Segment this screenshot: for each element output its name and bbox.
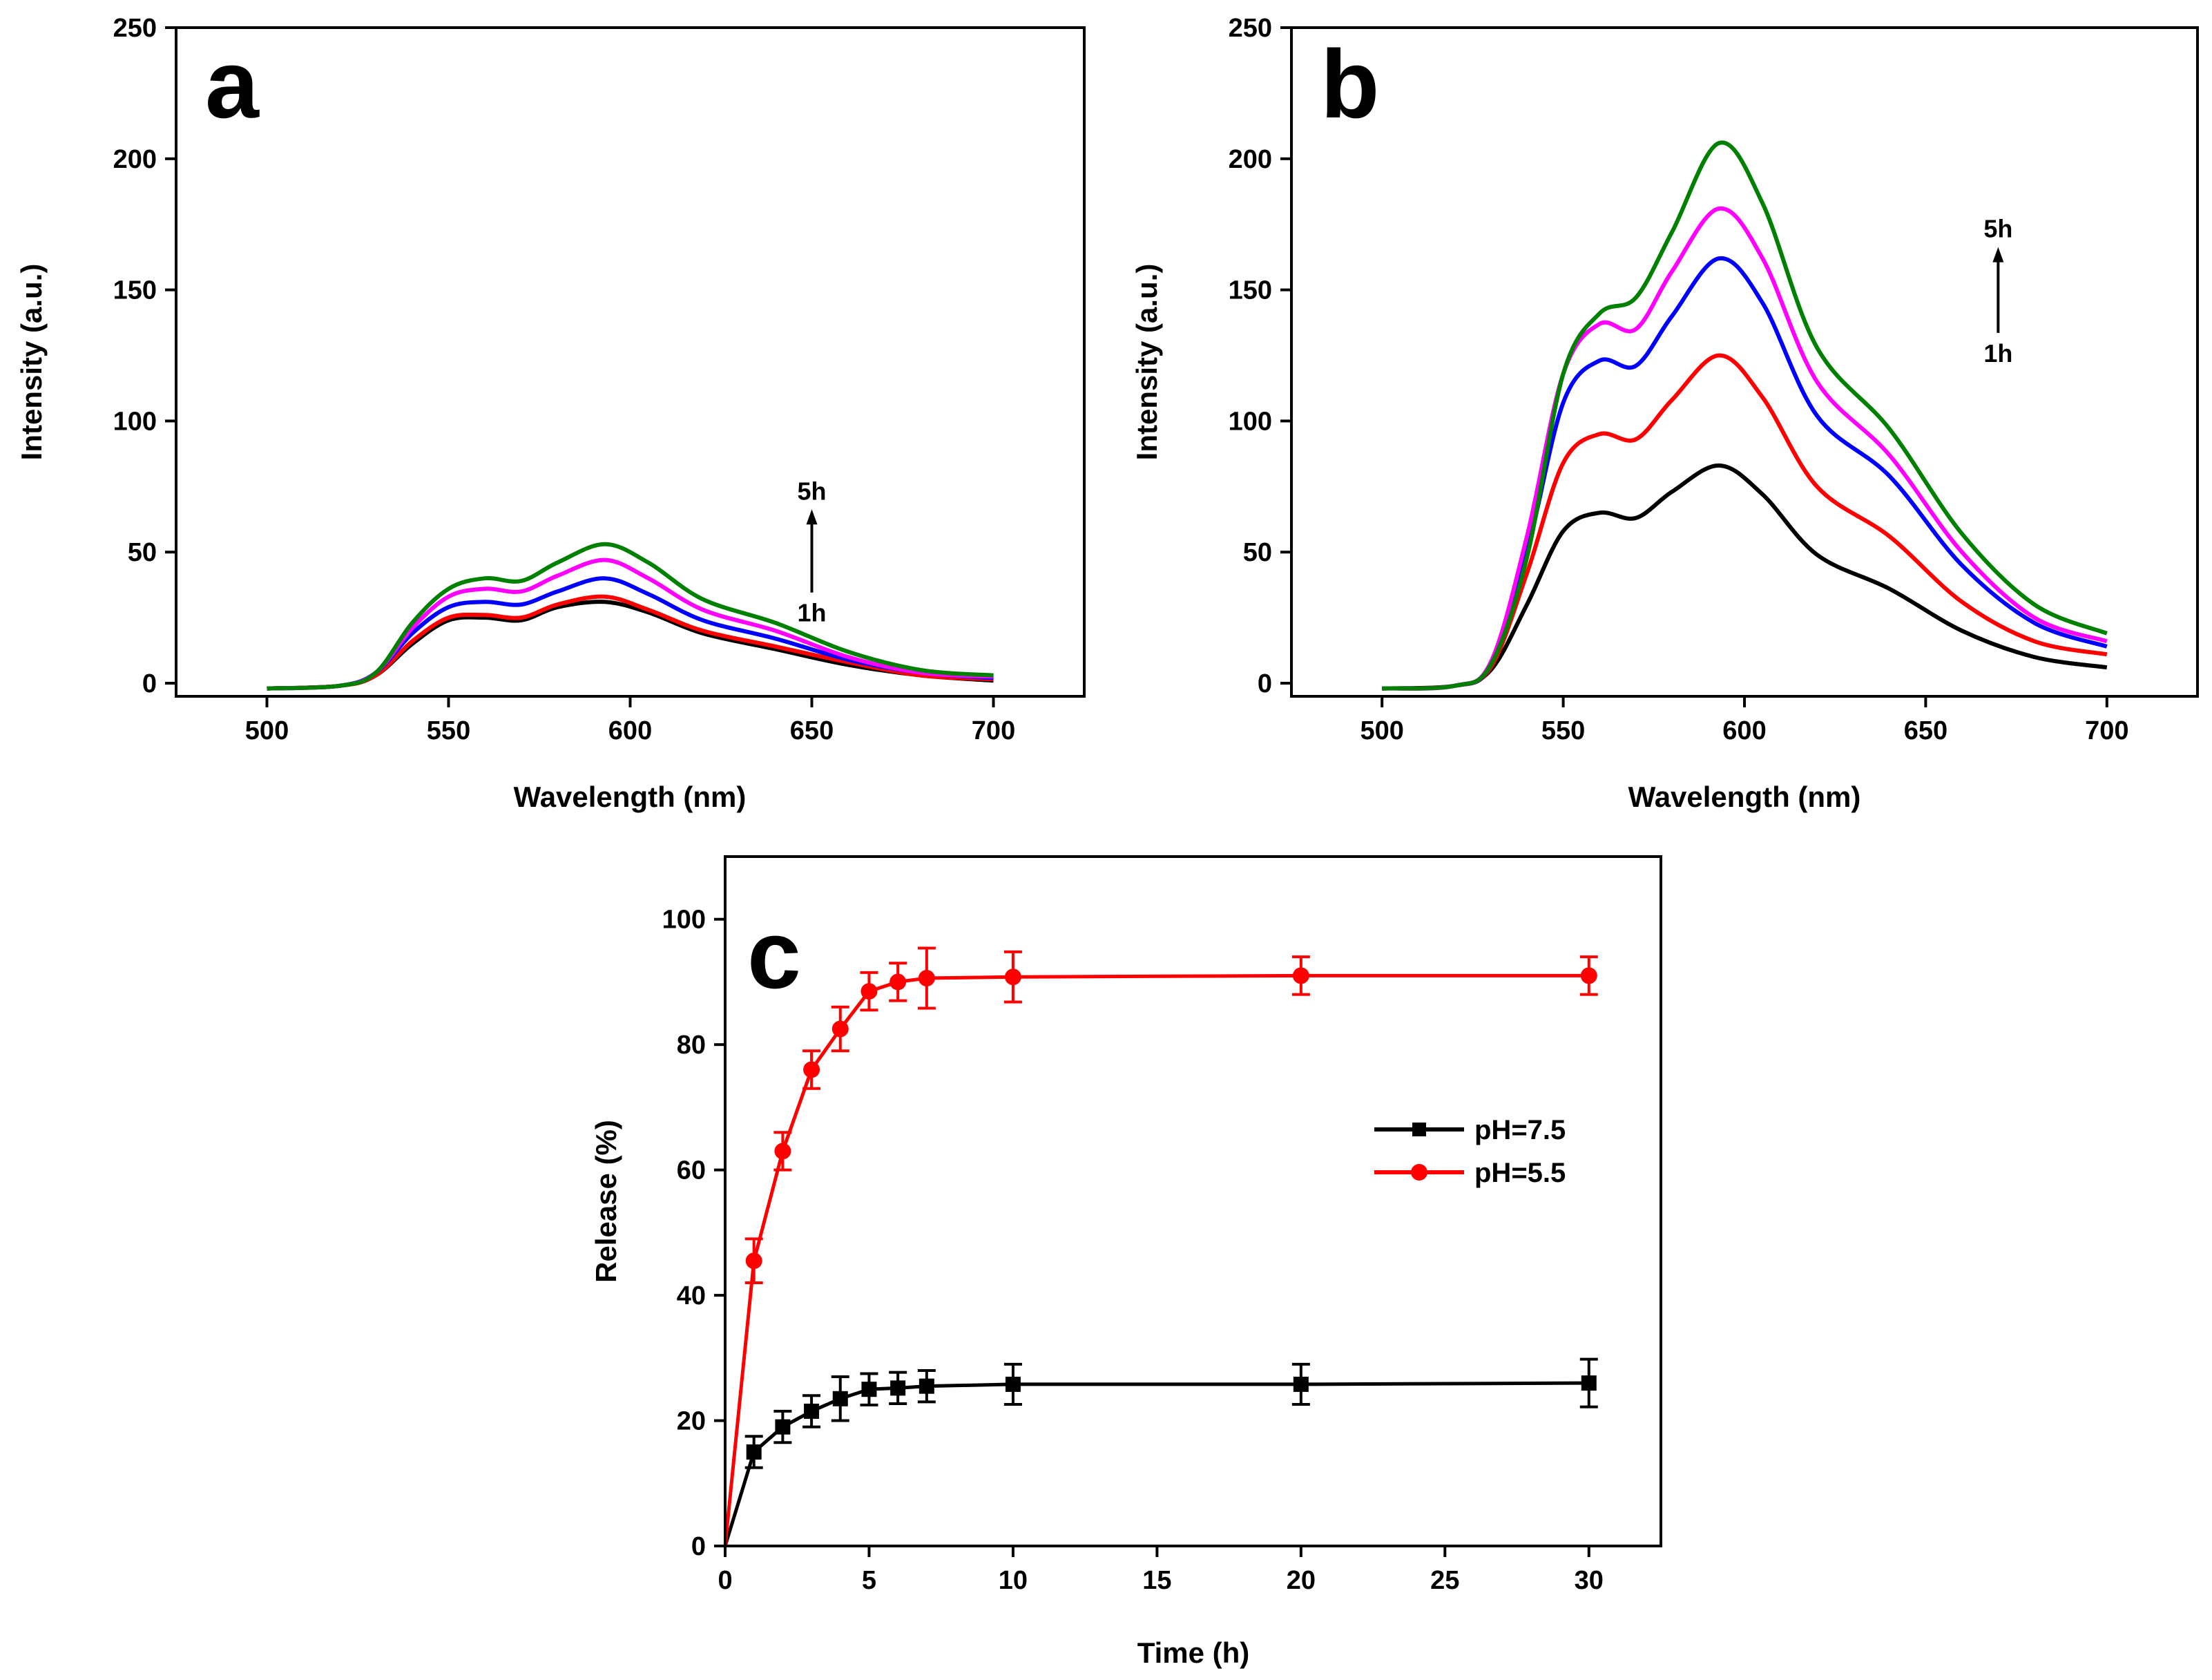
series-line-2h xyxy=(267,594,994,691)
y-tick-label: 100 xyxy=(662,906,706,935)
panel-a: 500 550 600 650 700 0 50 100 150 200 250 a 5h 1h W… xyxy=(15,14,1086,813)
panel-b-ylabel: Intensity (a.u.) xyxy=(1131,264,1163,461)
data-point xyxy=(860,983,878,1000)
panel-c-letter: c xyxy=(747,900,801,1009)
y-tick-label: 200 xyxy=(113,145,157,174)
x-tick-label: 550 xyxy=(427,716,470,745)
y-tick-label: 50 xyxy=(128,538,157,567)
x-tick-label: 700 xyxy=(2085,716,2128,745)
data-point xyxy=(1292,967,1309,984)
data-point xyxy=(1004,968,1021,986)
legend-label-ph75: pH=7.5 xyxy=(1474,1115,1566,1145)
y-tick-label: 50 xyxy=(1243,538,1272,567)
series-line-5h xyxy=(1382,140,2108,691)
panel-c-xlabel: Time (h) xyxy=(1137,1636,1250,1669)
y-tick-label: 0 xyxy=(142,669,157,698)
series-line-1h xyxy=(1382,463,2108,691)
y-tick-label: 200 xyxy=(1229,145,1272,174)
y-tick-label: 0 xyxy=(1258,669,1272,698)
y-tick-label: 250 xyxy=(1229,14,1272,43)
x-tick-label: 500 xyxy=(245,716,289,745)
panel-c-ylabel: Release (%) xyxy=(590,1120,622,1283)
y-tick-label: 40 xyxy=(677,1281,706,1310)
panel-b-frame xyxy=(1290,26,2199,698)
data-point xyxy=(804,1403,820,1419)
data-point xyxy=(775,1419,791,1435)
panel-c: 0 5 10 15 20 25 30 0 20 40 60 80 100 c pH=7.5 pH=5.5… xyxy=(590,855,1662,1669)
y-tick-label: 150 xyxy=(1229,276,1272,305)
y-tick-label: 0 xyxy=(691,1532,706,1561)
panel-a-plot-area: 500 550 600 650 700 0 50 100 150 200 250 xyxy=(113,14,1016,745)
data-point xyxy=(1581,1375,1597,1391)
data-point xyxy=(861,1382,877,1397)
y-tick-label: 20 xyxy=(677,1407,706,1436)
panel-a-annot-bottom: 1h xyxy=(797,599,826,627)
y-tick-label: 60 xyxy=(677,1156,706,1185)
panel-a-letter: a xyxy=(205,30,260,138)
data-point xyxy=(831,1020,849,1038)
data-point xyxy=(889,973,907,991)
panel-b-annot-bottom: 1h xyxy=(1983,339,2012,368)
y-tick-label: 100 xyxy=(113,407,157,436)
y-tick-label: 100 xyxy=(1229,407,1272,436)
data-point xyxy=(918,970,935,987)
series-line-ph55 xyxy=(723,973,1589,1547)
y-tick-label: 80 xyxy=(677,1031,706,1060)
panel-c-legend: pH=7.5 pH=5.5 xyxy=(1374,1115,1566,1188)
legend-marker-ph75 xyxy=(1412,1123,1426,1136)
data-point xyxy=(774,1143,791,1160)
x-tick-label: 500 xyxy=(1360,716,1403,745)
x-tick-label: 650 xyxy=(790,716,834,745)
x-tick-label: 600 xyxy=(608,716,652,745)
panel-a-annot-top: 5h xyxy=(797,477,826,505)
series-line-2h xyxy=(1382,353,2108,691)
panel-b-annot-arrowhead xyxy=(1992,247,2004,262)
panel-b-xlabel: Wavelength (nm) xyxy=(1628,781,1861,813)
data-point xyxy=(832,1391,848,1406)
data-point xyxy=(919,1378,934,1394)
x-tick-label: 25 xyxy=(1430,1566,1459,1595)
y-tick-label: 250 xyxy=(113,14,157,43)
panel-b-plot-area: 500 550 600 650 700 0 50 100 150 200 250 xyxy=(1229,14,2129,745)
x-tick-label: 700 xyxy=(972,716,1015,745)
panel-a-xlabel: Wavelength (nm) xyxy=(514,781,747,813)
data-point xyxy=(1580,967,1597,984)
x-tick-label: 20 xyxy=(1287,1566,1316,1595)
series-line-5h xyxy=(267,542,994,691)
panel-c-plot-area: 0 5 10 15 20 25 30 0 20 40 60 80 100 xyxy=(662,906,1604,1595)
x-tick-label: 5 xyxy=(862,1566,876,1595)
panel-a-ylabel: Intensity (a.u.) xyxy=(15,264,48,461)
panel-b-letter: b xyxy=(1320,30,1380,138)
series-line-4h xyxy=(1382,206,2108,691)
series-line-ph75 xyxy=(723,1381,1589,1547)
data-point xyxy=(1293,1376,1309,1392)
legend-marker-ph55 xyxy=(1411,1164,1427,1181)
y-tick-label: 150 xyxy=(113,276,157,305)
x-tick-label: 550 xyxy=(1541,716,1585,745)
data-point xyxy=(745,1252,762,1270)
panel-b: 500 550 600 650 700 0 50 100 150 200 250 b 5h 1h W… xyxy=(1131,14,2199,813)
legend-label-ph55: pH=5.5 xyxy=(1474,1158,1566,1188)
data-point xyxy=(803,1061,820,1078)
x-tick-label: 600 xyxy=(1722,716,1766,745)
panel-c-frame xyxy=(724,855,1662,1547)
data-point xyxy=(890,1380,906,1396)
panel-a-frame xyxy=(175,26,1086,698)
x-tick-label: 10 xyxy=(999,1566,1028,1595)
panel-a-annot-arrowhead xyxy=(806,509,818,525)
data-point xyxy=(1005,1376,1021,1392)
data-point xyxy=(746,1444,762,1460)
x-tick-label: 650 xyxy=(1904,716,1947,745)
x-tick-label: 30 xyxy=(1575,1566,1604,1595)
x-tick-label: 15 xyxy=(1142,1566,1171,1595)
x-tick-label: 0 xyxy=(718,1566,732,1595)
panel-b-annot-top: 5h xyxy=(1983,215,2012,243)
